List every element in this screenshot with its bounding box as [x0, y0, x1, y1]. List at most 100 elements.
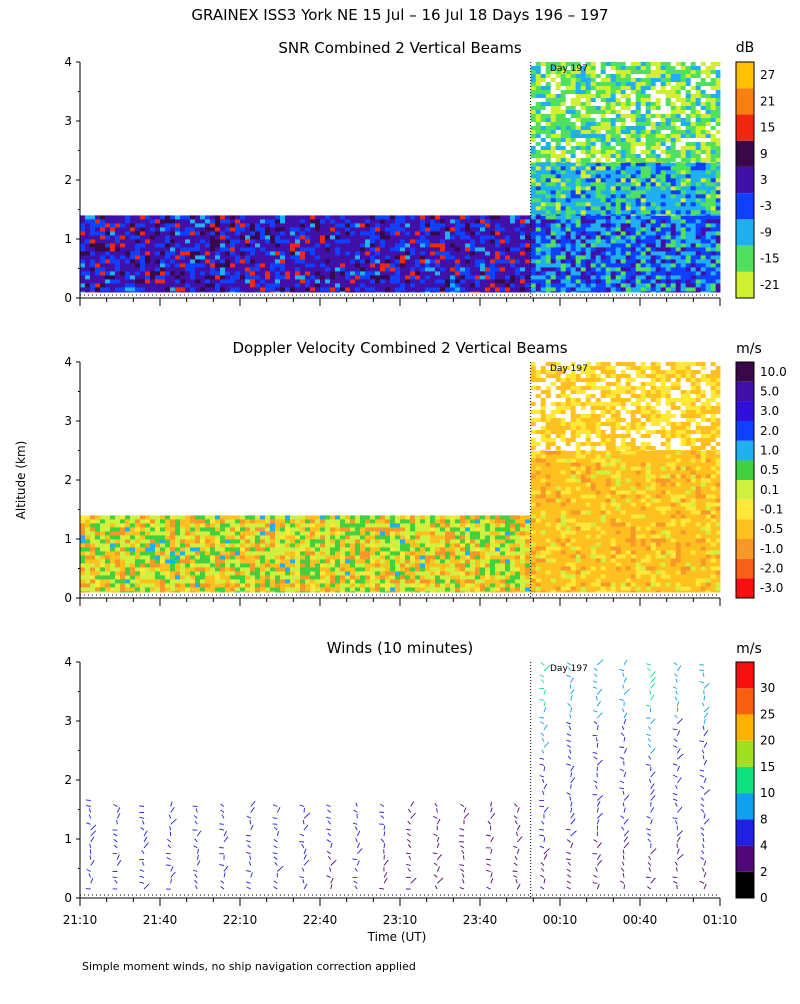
colorbar-segment: [736, 460, 754, 480]
y-tick-label: 2: [64, 473, 72, 487]
wind-barb: [166, 865, 171, 866]
colorbar-segment: [736, 362, 754, 382]
colorbar-label: -3: [760, 199, 772, 213]
wind-barb: [437, 808, 438, 812]
colorbar-label: 0.1: [760, 483, 779, 497]
wind-barb: [166, 853, 171, 854]
colorbar-label: -0.5: [760, 522, 783, 536]
colorbar-label: 15: [760, 121, 775, 135]
colorbar-label: 3.0: [760, 404, 779, 418]
x-tick-label: 21:40: [143, 913, 178, 927]
colorbar-label: 0: [760, 891, 768, 905]
colorbar-segment: [736, 62, 754, 88]
x-tick-label: 22:10: [223, 913, 258, 927]
wind-barb: [219, 824, 224, 825]
colorbar-segment: [736, 662, 754, 688]
colorbar-segment: [736, 480, 754, 500]
wind-barb: [619, 747, 624, 748]
colorbar-label: -0.1: [760, 503, 783, 517]
footnote: Simple moment winds, no ship navigation …: [82, 960, 416, 973]
y-tick-label: 1: [64, 832, 72, 846]
y-tick-label: 3: [64, 414, 72, 428]
x-tick-label: 00:40: [623, 913, 658, 927]
wind-barb: [513, 871, 518, 872]
colorbar-label: -1.0: [760, 542, 783, 556]
colorbar-label: 25: [760, 707, 775, 721]
wind-barb: [299, 877, 304, 878]
colorbar-segment: [736, 539, 754, 559]
wind-barb: [624, 885, 625, 890]
colorbar-label: 2.0: [760, 424, 779, 438]
y-tick-label: 2: [64, 173, 72, 187]
x-axis-label: Time (UT): [367, 930, 427, 944]
colorbar-segment: [736, 578, 754, 598]
colorbar-label: 20: [760, 734, 775, 748]
colorbar-segment: [736, 741, 754, 767]
colorbar-1-unit: dB: [736, 40, 755, 56]
colorbar-segment: [736, 441, 754, 461]
wind-barb: [597, 743, 598, 748]
wind-barb: [379, 812, 384, 813]
day-marker-2: Day 197: [550, 364, 588, 374]
figure-title: GRAINEX ISS3 York NE 15 Jul – 16 Jul 18 …: [191, 6, 608, 24]
panel-2-title: Doppler Velocity Combined 2 Vertical Bea…: [232, 339, 567, 357]
colorbar-segment: [736, 793, 754, 819]
colorbar-label: 8: [760, 812, 768, 826]
wind-barb: [677, 885, 678, 889]
colorbar-segment: [736, 141, 754, 167]
data-region-2: [531, 451, 721, 593]
wind-barb: [571, 784, 572, 789]
colorbar-segment: [736, 193, 754, 219]
colorbar-label: 3: [760, 173, 768, 187]
colorbar-segment: [736, 246, 754, 272]
wind-barb: [463, 855, 464, 859]
wind-barb: [304, 808, 305, 813]
day-marker-1: Day 197: [550, 64, 588, 74]
colorbar-label: 5.0: [760, 385, 779, 399]
y-tick-label: 3: [64, 714, 72, 728]
colorbar-label: 27: [760, 68, 775, 82]
colorbar-label: -21: [760, 278, 780, 292]
colorbar-segment: [736, 519, 754, 539]
wind-barb: [673, 818, 678, 819]
colorbar-2-unit: m/s: [736, 341, 762, 357]
colorbar-label: 1.0: [760, 444, 779, 458]
data-region-1: [80, 215, 531, 292]
x-tick-label: 22:40: [303, 913, 338, 927]
data-region-2: [531, 215, 721, 292]
y-tick-label: 1: [64, 232, 72, 246]
x-tick-label: 23:10: [383, 913, 418, 927]
colorbar-label: 10.0: [760, 365, 787, 379]
colorbar-segment: [736, 559, 754, 579]
colorbar-label: 0.5: [760, 463, 779, 477]
y-tick-label: 0: [64, 291, 72, 305]
colorbar-segment: [736, 500, 754, 520]
colorbar-segment: [736, 401, 754, 421]
colorbar-label: -15: [760, 252, 780, 266]
x-tick-label: 01:10: [703, 913, 738, 927]
x-tick-label: 00:10: [543, 913, 578, 927]
y-tick-label: 4: [64, 355, 72, 369]
colorbar-label: 9: [760, 147, 768, 161]
colorbar-segment: [736, 767, 754, 793]
colorbar-label: -3.0: [760, 581, 783, 595]
y-tick-label: 0: [64, 591, 72, 605]
panel-1-title: SNR Combined 2 Vertical Beams: [278, 39, 521, 57]
colorbar-segment: [736, 272, 754, 298]
colorbar-label: 30: [760, 681, 775, 695]
colorbar-segment: [736, 421, 754, 441]
panel-3-title: Winds (10 minutes): [327, 639, 474, 657]
colorbar-label: 15: [760, 760, 775, 774]
colorbar-segment: [736, 846, 754, 872]
y-tick-label: 1: [64, 532, 72, 546]
wind-barb: [353, 859, 358, 860]
colorbar-label: 21: [760, 94, 775, 108]
wind-barb: [86, 889, 91, 890]
data-region-3: [531, 362, 721, 451]
colorbar-label: 2: [760, 865, 768, 879]
colorbar-segment: [736, 688, 754, 714]
colorbar-segment: [736, 872, 754, 898]
wind-barb: [704, 696, 705, 701]
colorbar-segment: [736, 114, 754, 140]
